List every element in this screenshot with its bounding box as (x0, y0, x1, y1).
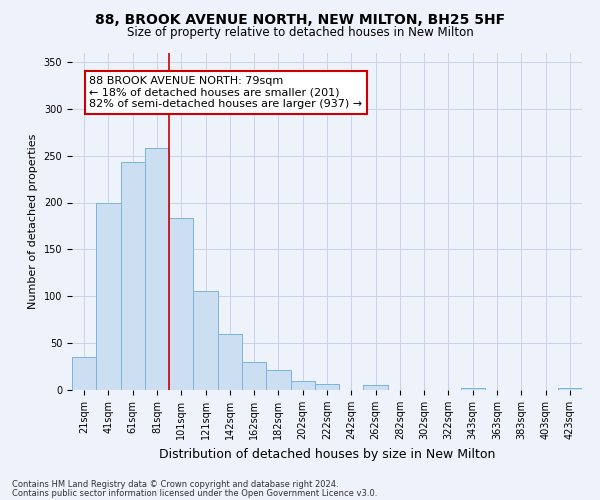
Bar (266, 370, 290, 390)
Bar (558, 388, 582, 390)
Bar (461, 388, 485, 390)
Text: Size of property relative to detached houses in New Milton: Size of property relative to detached ho… (127, 26, 473, 39)
Bar (218, 334, 242, 390)
Bar (121, 162, 145, 390)
Bar (169, 218, 193, 390)
Bar (315, 384, 339, 390)
X-axis label: Distribution of detached houses by size in New Milton: Distribution of detached houses by size … (159, 448, 495, 460)
Bar (96, 204, 121, 390)
Bar (290, 380, 315, 390)
Text: 88, BROOK AVENUE NORTH, NEW MILTON, BH25 5HF: 88, BROOK AVENUE NORTH, NEW MILTON, BH25… (95, 12, 505, 26)
Y-axis label: Number of detached properties: Number of detached properties (28, 134, 38, 309)
Bar (242, 362, 266, 390)
Bar (72, 357, 96, 390)
Text: 88 BROOK AVENUE NORTH: 79sqm
← 18% of detached houses are smaller (201)
82% of s: 88 BROOK AVENUE NORTH: 79sqm ← 18% of de… (89, 76, 362, 109)
Text: Contains HM Land Registry data © Crown copyright and database right 2024.: Contains HM Land Registry data © Crown c… (12, 480, 338, 489)
Bar (193, 290, 218, 390)
Text: Contains public sector information licensed under the Open Government Licence v3: Contains public sector information licen… (12, 488, 377, 498)
Bar (145, 148, 169, 390)
Bar (364, 386, 388, 390)
